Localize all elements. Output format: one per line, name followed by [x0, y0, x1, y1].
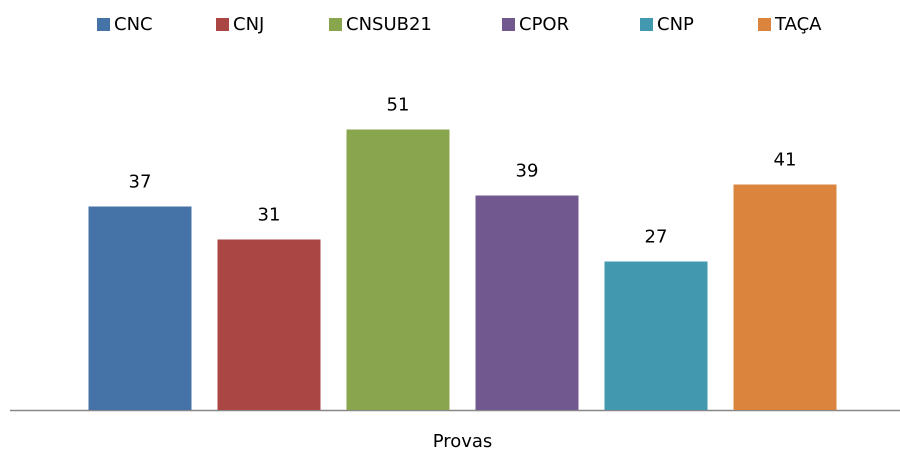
- bar: [604, 261, 708, 410]
- legend-swatch: [97, 18, 110, 31]
- legend-label: CPOR: [519, 14, 569, 35]
- legend-swatch: [758, 18, 771, 31]
- bar: [733, 184, 837, 410]
- data-label: 51: [387, 95, 410, 116]
- legend-label: CNC: [114, 14, 153, 35]
- legend-swatch: [329, 18, 342, 31]
- legend-label: CNP: [657, 14, 694, 35]
- legend-swatch: [216, 18, 229, 31]
- bar: [475, 195, 579, 410]
- data-label: 37: [129, 172, 152, 193]
- data-label: 27: [645, 227, 668, 248]
- bar: [217, 239, 321, 410]
- legend-label: CNSUB21: [346, 14, 432, 35]
- legend-label: CNJ: [233, 14, 264, 35]
- legend-swatch: [640, 18, 653, 31]
- bar: [88, 206, 192, 410]
- data-label: 31: [258, 205, 281, 226]
- legend-swatch: [502, 18, 515, 31]
- x-tick-label: Provas: [433, 431, 493, 452]
- legend-label: TAÇA: [774, 14, 822, 35]
- data-label: 39: [516, 161, 539, 182]
- bar: [346, 129, 450, 410]
- data-label: 41: [774, 150, 797, 171]
